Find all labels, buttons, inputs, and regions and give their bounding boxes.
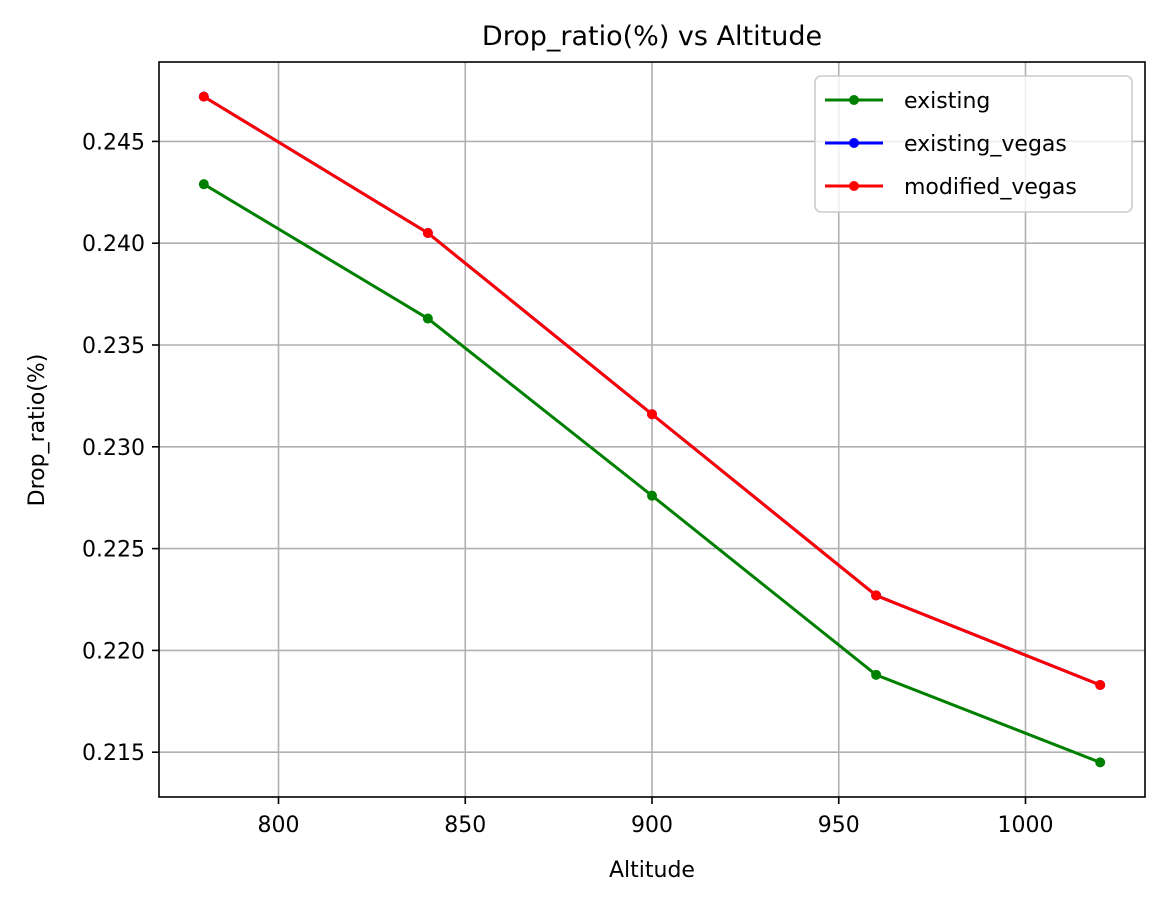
data-point-modified_vegas — [1095, 680, 1106, 691]
data-point-existing — [198, 179, 209, 190]
y-tick-label: 0.225 — [82, 538, 145, 563]
data-point-modified_vegas — [871, 590, 882, 601]
x-axis-label: Altitude — [609, 858, 695, 883]
legend-item-existing: existing — [825, 89, 990, 114]
legend-label: existing_vegas — [904, 132, 1067, 157]
legend-items: existing existing_vegas modified_vegas — [825, 89, 1077, 200]
x-axis-ticks: 800 850 900 950 1000 — [258, 797, 1053, 838]
x-tick-label: 900 — [631, 813, 673, 838]
y-tick-label: 0.230 — [82, 436, 145, 461]
data-point-existing — [647, 490, 657, 501]
legend-swatch-marker — [849, 95, 859, 105]
legend-box — [814, 75, 1133, 213]
x-tick-label: 950 — [818, 813, 860, 838]
y-tick-label: 0.215 — [82, 741, 145, 766]
legend-item-modified_vegas: modified_vegas — [825, 175, 1077, 200]
y-tick-label: 0.245 — [82, 130, 145, 155]
series-layer — [198, 91, 1106, 768]
legend-swatch-marker — [849, 138, 859, 148]
y-tick-label: 0.240 — [82, 232, 145, 257]
x-tick-label: 1000 — [997, 813, 1053, 838]
legend-item-existing_vegas: existing_vegas — [825, 132, 1067, 157]
data-point-modified_vegas — [198, 91, 209, 102]
legend-swatch-marker — [849, 181, 859, 191]
y-tick-label: 0.235 — [82, 334, 145, 359]
series-existing — [198, 179, 1106, 768]
chart-title: Drop_ratio(%) vs Altitude — [482, 21, 822, 52]
grid — [159, 62, 1145, 797]
y-axis-label: Drop_ratio(%) — [25, 354, 50, 507]
x-tick-label: 850 — [444, 813, 486, 838]
y-axis-ticks: 0.215 0.220 0.225 0.230 0.235 0.240 0.245 — [82, 130, 159, 766]
data-point-existing — [422, 313, 433, 324]
legend: existing existing_vegas modified_vegas — [814, 75, 1133, 213]
series-modified_vegas — [198, 91, 1106, 691]
data-point-existing — [1095, 757, 1106, 768]
data-point-modified_vegas — [422, 228, 433, 239]
legend-label: modified_vegas — [904, 175, 1077, 200]
y-tick-label: 0.220 — [82, 639, 145, 664]
legend-label: existing — [904, 89, 990, 114]
data-point-modified_vegas — [647, 409, 657, 420]
data-point-existing — [871, 669, 882, 680]
x-tick-label: 800 — [258, 813, 300, 838]
